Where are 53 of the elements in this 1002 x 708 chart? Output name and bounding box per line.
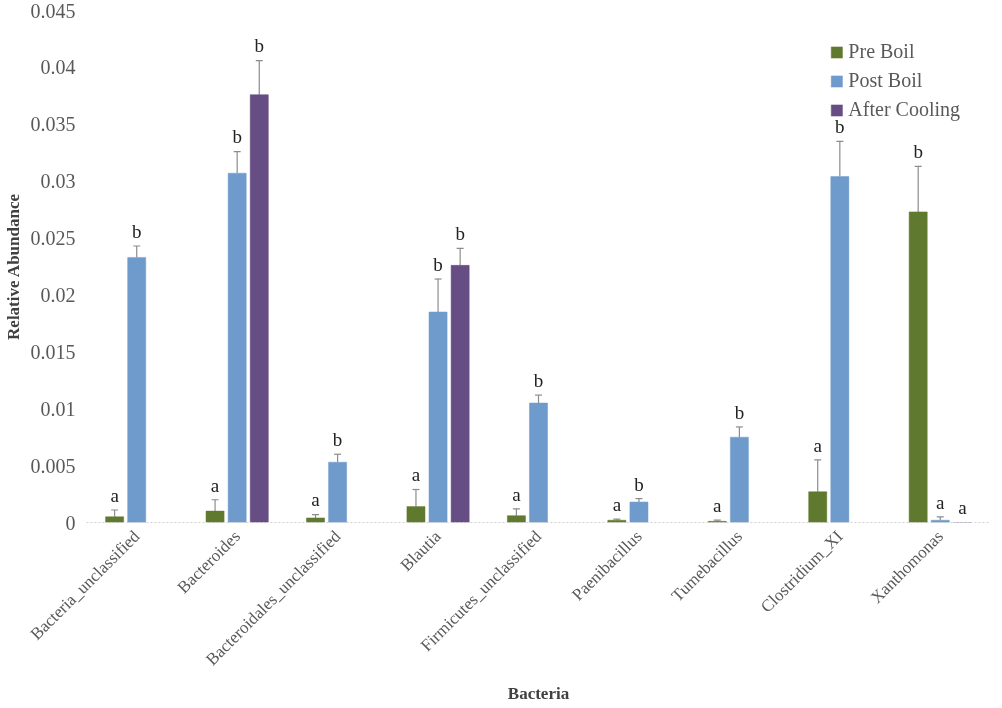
y-axis-title: Relative Abundance bbox=[3, 193, 23, 340]
bar bbox=[450, 265, 470, 523]
legend-label: Pre Boil bbox=[848, 40, 915, 63]
bar bbox=[507, 515, 526, 523]
data-label: a bbox=[958, 497, 968, 519]
y-tick-label: 0.045 bbox=[30, 0, 76, 22]
data-label: a bbox=[936, 491, 946, 513]
y-tick-label: 0.015 bbox=[30, 340, 76, 363]
bar bbox=[328, 461, 347, 523]
data-label: a bbox=[110, 484, 120, 506]
bar bbox=[808, 491, 828, 523]
bar bbox=[249, 94, 269, 523]
y-tick-label: 0.02 bbox=[40, 283, 76, 306]
data-label: b bbox=[455, 223, 465, 245]
y-tick-label: 0.03 bbox=[40, 170, 76, 193]
y-tick-label: 0.005 bbox=[30, 454, 76, 477]
bar bbox=[227, 172, 247, 523]
bar bbox=[428, 311, 448, 523]
data-label: b bbox=[913, 141, 923, 163]
bar bbox=[127, 257, 147, 523]
bar bbox=[406, 506, 426, 523]
bar bbox=[529, 402, 548, 523]
legend-label: Post Boil bbox=[848, 69, 923, 92]
data-label: b bbox=[533, 369, 544, 391]
data-label: a bbox=[512, 483, 522, 505]
x-axis-title: Bacteria bbox=[507, 683, 570, 703]
data-label: b bbox=[131, 220, 142, 242]
data-label: b bbox=[232, 126, 242, 148]
data-label: b bbox=[634, 473, 644, 495]
bar bbox=[205, 510, 225, 523]
bar bbox=[306, 517, 325, 523]
data-label: a bbox=[612, 493, 622, 515]
bar bbox=[105, 516, 124, 523]
y-tick-label: 0 bbox=[65, 511, 76, 534]
data-label: b bbox=[254, 35, 265, 57]
bar bbox=[908, 211, 928, 523]
data-label: b bbox=[433, 253, 443, 275]
data-label: a bbox=[813, 434, 823, 456]
data-label: b bbox=[835, 116, 845, 138]
data-label: a bbox=[411, 464, 421, 486]
bar bbox=[730, 436, 749, 523]
y-tick-label: 0.01 bbox=[40, 397, 76, 420]
bar bbox=[629, 501, 649, 523]
data-label: b bbox=[734, 401, 745, 423]
y-tick-label: 0.04 bbox=[40, 56, 76, 79]
legend-label: After Cooling bbox=[848, 98, 960, 121]
bar bbox=[830, 176, 850, 523]
data-label: a bbox=[210, 474, 220, 496]
data-label: b bbox=[332, 429, 343, 451]
y-tick-label: 0.035 bbox=[30, 113, 76, 136]
data-label: a bbox=[311, 489, 321, 511]
y-tick-label: 0.025 bbox=[30, 227, 76, 250]
data-label: a bbox=[713, 495, 723, 517]
